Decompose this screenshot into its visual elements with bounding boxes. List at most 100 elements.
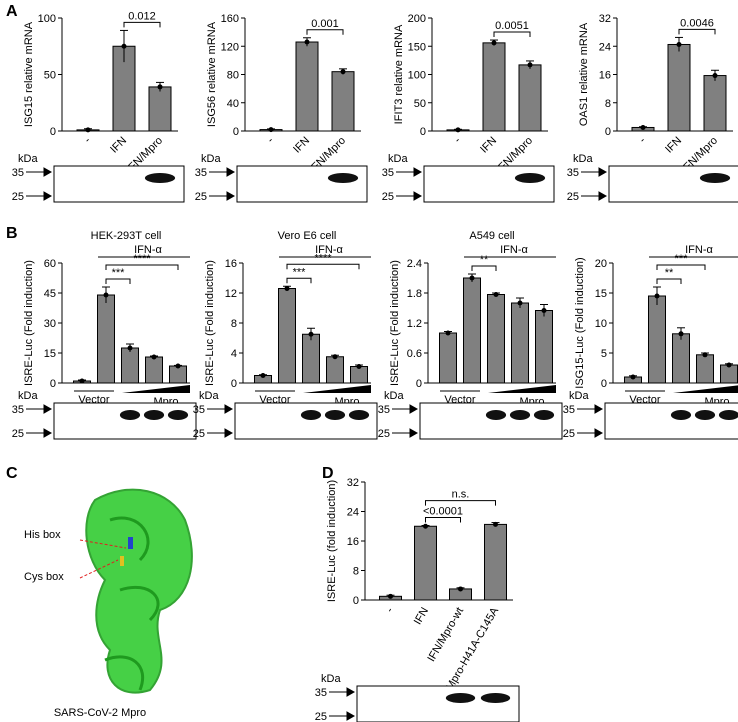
replicate-dot bbox=[423, 523, 428, 529]
replicate-dot bbox=[388, 593, 393, 599]
y-tick-label: 40 bbox=[227, 98, 239, 110]
bar bbox=[278, 288, 296, 384]
bar bbox=[97, 294, 115, 384]
x-tick-label: - bbox=[82, 134, 93, 145]
blot-marker: 25 bbox=[193, 428, 205, 440]
structure-label: Cys box bbox=[24, 571, 64, 583]
pointer bbox=[79, 559, 119, 579]
blot-marker: 35 bbox=[193, 404, 205, 416]
y-tick-label: 30 bbox=[44, 318, 56, 330]
blot bbox=[236, 165, 368, 203]
blot bbox=[419, 402, 563, 440]
y-tick-label: 0 bbox=[231, 378, 237, 390]
y-tick-label: 100 bbox=[38, 13, 56, 25]
blot-band bbox=[699, 173, 731, 183]
replicate-dot bbox=[308, 331, 314, 337]
blot-band bbox=[718, 410, 738, 420]
structure-caption: SARS-CoV-2 Mpro bbox=[54, 707, 146, 719]
replicate-dot bbox=[678, 331, 684, 337]
y-tick-label: 15 bbox=[44, 348, 56, 360]
replicate-dot bbox=[175, 363, 181, 369]
bar bbox=[439, 332, 457, 384]
blot-marker: 25 bbox=[378, 428, 390, 440]
bar bbox=[511, 302, 529, 384]
dose-wedge bbox=[673, 385, 738, 393]
blot bbox=[604, 402, 738, 440]
replicate-dot bbox=[79, 378, 85, 384]
y-tick-label: 8 bbox=[605, 98, 611, 110]
blot-marker: 35 bbox=[12, 404, 24, 416]
bar bbox=[703, 75, 727, 132]
blot-arrow bbox=[581, 191, 608, 201]
significance-label: **** bbox=[314, 252, 332, 264]
blot-band bbox=[167, 410, 189, 420]
x-tick-label: IFN bbox=[291, 135, 312, 156]
blot-unit: kDa bbox=[18, 390, 38, 402]
blot-band bbox=[144, 173, 176, 183]
y-tick-label: 50 bbox=[44, 70, 56, 82]
significance-bracket bbox=[425, 517, 461, 523]
bar bbox=[535, 310, 553, 384]
blot-arrow bbox=[26, 191, 53, 201]
replicate-dot bbox=[85, 127, 91, 133]
x-tick-label: - bbox=[384, 605, 396, 614]
blot-band bbox=[327, 173, 359, 183]
bar bbox=[518, 64, 542, 132]
y-tick-label: 0 bbox=[601, 378, 607, 390]
significance-label: ** bbox=[665, 267, 674, 279]
blot-band bbox=[509, 410, 531, 420]
replicate-dot bbox=[712, 73, 718, 79]
treatment-label: IFN-α bbox=[685, 244, 713, 256]
bar bbox=[331, 71, 355, 132]
blot-arrow bbox=[577, 404, 604, 414]
y-axis-label: ISRE-Luc (Fold induction) bbox=[204, 260, 216, 386]
blot-band bbox=[143, 410, 165, 420]
significance-bracket bbox=[656, 278, 682, 284]
y-tick-label: 1.2 bbox=[407, 318, 422, 330]
bar bbox=[484, 523, 507, 601]
replicate-dot bbox=[332, 354, 338, 360]
replicate-dot bbox=[340, 69, 346, 75]
x-tick-label: IFN bbox=[108, 135, 129, 156]
significance-label: 0.001 bbox=[311, 18, 339, 30]
blot-unit: kDa bbox=[321, 673, 341, 685]
bar bbox=[326, 356, 344, 384]
replicate-dot bbox=[493, 292, 499, 297]
replicate-dot bbox=[702, 352, 708, 358]
x-tick-label: IFN bbox=[412, 605, 431, 626]
y-axis-label: ISG15-Luc (Fold induction) bbox=[574, 257, 586, 388]
y-tick-label: 80 bbox=[227, 70, 239, 82]
blot-arrow bbox=[392, 404, 419, 414]
bar bbox=[295, 41, 319, 132]
blot-marker: 25 bbox=[563, 428, 575, 440]
bar bbox=[648, 295, 666, 384]
significance-bracket bbox=[306, 29, 344, 35]
bar bbox=[414, 525, 437, 601]
replicate-dot bbox=[654, 293, 660, 299]
replicate-dot bbox=[469, 275, 475, 281]
chart-title: HEK-293T cell bbox=[91, 230, 162, 242]
y-tick-label: 8 bbox=[231, 318, 237, 330]
y-tick-label: 0 bbox=[420, 126, 426, 138]
significance-label: ** bbox=[480, 254, 489, 266]
y-tick-label: 24 bbox=[347, 507, 359, 519]
bar bbox=[463, 277, 481, 384]
replicate-dot bbox=[304, 39, 310, 45]
y-tick-label: 0 bbox=[233, 126, 239, 138]
significance-label: **** bbox=[133, 253, 151, 265]
y-tick-label: 32 bbox=[347, 477, 359, 489]
y-tick-label: 16 bbox=[347, 536, 359, 548]
y-axis-label: ISRE-Luc (Fold induction) bbox=[389, 260, 401, 386]
bar bbox=[148, 86, 172, 132]
blot-band bbox=[445, 693, 476, 703]
replicate-dot bbox=[445, 330, 451, 336]
y-tick-label: 32 bbox=[599, 13, 611, 25]
x-tick-label: IFN bbox=[663, 135, 684, 156]
replicate-dot bbox=[458, 586, 463, 592]
blot-band bbox=[324, 410, 346, 420]
blot-marker: 25 bbox=[12, 191, 24, 203]
y-tick-label: 4 bbox=[231, 348, 237, 360]
blot-marker: 35 bbox=[563, 404, 575, 416]
treatment-label: IFN-α bbox=[315, 244, 343, 256]
